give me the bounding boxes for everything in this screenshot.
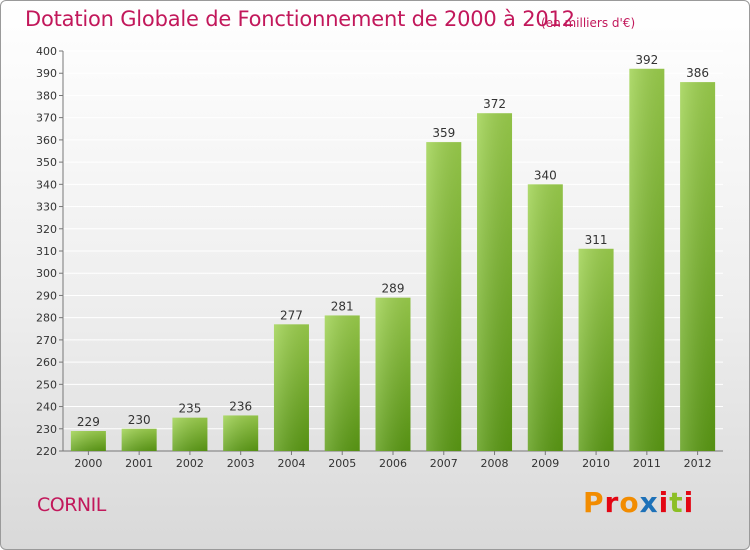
bar-value-label: 230	[128, 413, 151, 427]
y-tick-label: 390	[36, 67, 57, 80]
bar-shade	[680, 82, 716, 451]
bar-value-label: 340	[534, 168, 557, 182]
bar-shade	[324, 315, 360, 451]
logo-letter: x	[639, 486, 659, 519]
bar-shade	[426, 142, 462, 451]
x-tick-label: 2004	[277, 457, 305, 470]
y-tick-label: 330	[36, 201, 57, 214]
bar-value-label: 392	[635, 53, 658, 67]
y-tick-label: 290	[36, 289, 57, 302]
y-tick-label: 360	[36, 134, 57, 147]
x-tick-label: 2003	[227, 457, 255, 470]
commune-name: CORNIL	[37, 494, 106, 516]
bar-shade	[477, 113, 513, 451]
y-tick-label: 310	[36, 245, 57, 258]
bar-value-label: 229	[77, 415, 100, 429]
y-tick-label: 340	[36, 178, 57, 191]
data-labels: 229 230 235 236 277 281 289 359 372 340 311 392 386	[77, 53, 709, 429]
x-tick-label: 2006	[379, 457, 407, 470]
bar-shade	[121, 428, 157, 451]
x-tick-label: 2012	[684, 457, 712, 470]
proxiti-logo[interactable]: Proxiti	[583, 486, 694, 519]
x-tick-label: 2007	[430, 457, 458, 470]
bar-shade	[629, 68, 665, 452]
y-tick-label: 240	[36, 401, 57, 414]
bar-value-label: 235	[178, 402, 201, 416]
y-tick-label: 230	[36, 423, 57, 436]
logo-letter: i	[658, 486, 670, 519]
bar-value-label: 281	[331, 299, 354, 313]
logo-letter: i	[683, 486, 695, 519]
y-tick-label: 380	[36, 89, 57, 102]
bar-value-label: 372	[483, 97, 506, 111]
chart-title: Dotation Globale de Fonctionnement de 20…	[25, 7, 575, 31]
bar-shade	[527, 184, 563, 452]
x-tick-label: 2000	[74, 457, 102, 470]
bar-value-label: 236	[229, 399, 252, 413]
x-tick-label: 2002	[176, 457, 204, 470]
y-tick-label: 370	[36, 112, 57, 125]
logo-letter: P	[583, 486, 605, 519]
y-tick-label: 300	[36, 267, 57, 280]
y-tick-label: 220	[36, 445, 57, 458]
y-tick-label: 320	[36, 223, 57, 236]
bar-value-label: 277	[280, 308, 303, 322]
chart-subtitle: (en milliers d'€)	[541, 16, 636, 30]
x-tick-label: 2010	[582, 457, 610, 470]
bar-shade	[172, 417, 208, 451]
logo-letter: o	[619, 486, 640, 519]
x-tick-label: 2008	[481, 457, 509, 470]
x-tick-label: 2009	[531, 457, 559, 470]
bar-shade	[273, 324, 309, 451]
bar-value-label: 359	[432, 126, 455, 140]
y-tick-label: 270	[36, 334, 57, 347]
bars	[70, 68, 716, 452]
y-tick-label: 250	[36, 378, 57, 391]
bar-shade	[223, 415, 259, 451]
y-tick-label: 400	[36, 45, 57, 58]
y-tick-label: 350	[36, 156, 57, 169]
bar-shade	[70, 431, 106, 451]
logo-letter: t	[669, 486, 684, 519]
bar-shade	[578, 248, 614, 451]
y-tick-label: 260	[36, 356, 57, 369]
bar-value-label: 386	[686, 66, 709, 80]
x-tick-label: 2011	[633, 457, 661, 470]
x-tick-label: 2005	[328, 457, 356, 470]
logo-letter: r	[604, 486, 620, 519]
bar-shade	[375, 297, 411, 451]
bar-value-label: 289	[382, 282, 405, 296]
y-tick-label: 280	[36, 312, 57, 325]
bar-value-label: 311	[585, 233, 608, 247]
x-tick-label: 2001	[125, 457, 153, 470]
